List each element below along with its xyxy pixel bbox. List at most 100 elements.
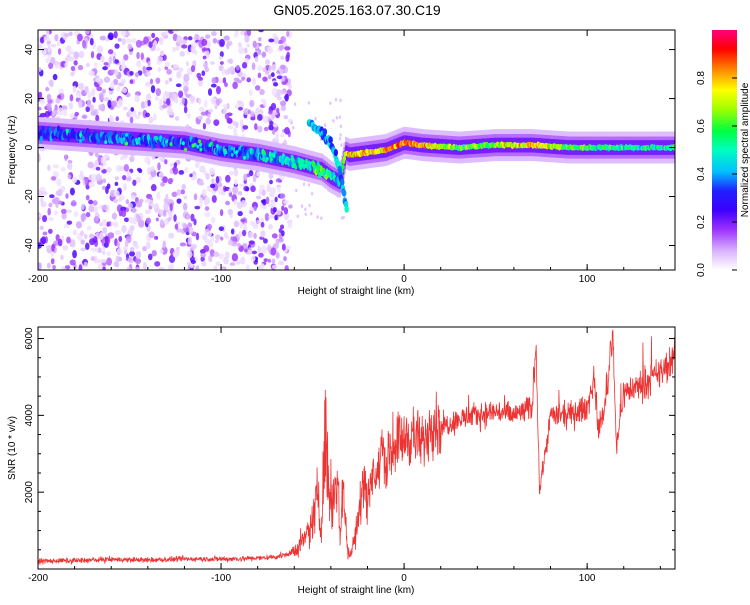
noise-blob [189,173,193,178]
noise-blob [186,113,191,119]
noise-blob [89,37,94,46]
noise-blob [279,224,285,230]
noise-blob [280,55,285,60]
noise-blob [125,38,132,44]
noise-blob [62,108,68,117]
noise-blob [176,35,182,44]
noise-blob [80,170,84,177]
noise-blob [55,98,61,104]
noise-blob [203,244,210,252]
noise-blob [228,171,234,176]
noise-blob [57,48,62,55]
noise-blob [207,88,213,96]
noise-blob [57,188,63,197]
noise-blob [269,179,273,185]
noise-blob [41,47,48,55]
noise-blob [167,209,171,216]
noise-blob [102,266,106,270]
noise-blob [118,165,125,172]
noise-blob [165,80,169,85]
noise-blob [80,239,86,245]
noise-blob [238,106,243,111]
noise-blob [183,73,190,82]
ridge-spot [137,137,141,142]
noise-blob [51,110,55,117]
noise-blob [260,221,265,228]
ridge-spot [269,157,273,162]
noise-blob [201,188,207,197]
noise-blob [90,51,95,59]
noise-blob [233,199,238,206]
noise-blob [100,258,107,263]
x-tick-label: 0 [401,274,407,285]
noise-blob [162,209,167,217]
noise-blob [158,37,164,45]
noise-blob [135,266,140,270]
noise-blob [38,262,42,270]
noise-blob [172,63,179,69]
noise-blob [190,259,196,265]
ridge-spot [235,149,239,154]
ridge-point [342,155,347,162]
noise-blob [67,174,72,180]
noise-blob [181,97,186,105]
noise-blob [176,228,183,233]
noise-blob [138,219,145,228]
colorbar-tick-label: 0.2 [696,215,707,229]
noise-blob [102,250,106,255]
noise-blob [296,214,300,219]
noise-blob [120,64,126,71]
noise-blob [72,229,78,236]
noise-blob [198,106,205,112]
noise-blob [182,223,188,229]
noise-blob [239,183,244,188]
ridge-point [47,134,51,142]
noise-blob [72,85,77,93]
noise-blob [118,236,123,243]
noise-blob [221,68,226,76]
noise-blob [270,72,275,78]
noise-blob [153,113,157,122]
noise-blob [116,241,120,248]
noise-blob [340,143,343,147]
noise-blob [57,107,64,116]
noise-blob [227,125,234,130]
ridge-spot [181,141,185,146]
noise-blob [48,217,54,221]
y-tick-label: 6000 [24,327,35,350]
noise-blob [167,177,173,185]
noise-blob [260,98,265,104]
noise-blob [95,114,100,122]
noise-blob [128,202,133,209]
noise-blob [292,125,295,130]
noise-blob [275,132,279,140]
noise-blob [246,43,250,48]
noise-blob [219,51,224,58]
noise-blob [157,56,164,62]
noise-blob [116,248,123,255]
x-tick-label: -200 [28,573,48,584]
ridge-spot [215,144,219,149]
ridge-spot [169,142,173,147]
noise-blob [235,64,240,71]
noise-blob [38,67,42,72]
noise-blob [244,34,250,43]
noise-blob [273,36,279,44]
noise-blob [76,91,82,99]
noise-blob [91,88,96,97]
page-title: GN05.2025.163.07.30.C19 [273,2,441,18]
noise-blob [243,108,250,116]
noise-blob [205,34,211,39]
noise-blob [171,191,177,198]
noise-blob [172,250,179,258]
ridge-halo [48,126,52,141]
noise-blob [56,39,61,47]
noise-blob [134,94,140,103]
noise-blob [150,85,156,93]
noise-blob [97,247,102,254]
noise-blob [259,88,265,96]
noise-blob [144,100,148,109]
noise-blob [187,236,192,246]
noise-blob [213,265,218,270]
noise-blob [85,106,90,113]
